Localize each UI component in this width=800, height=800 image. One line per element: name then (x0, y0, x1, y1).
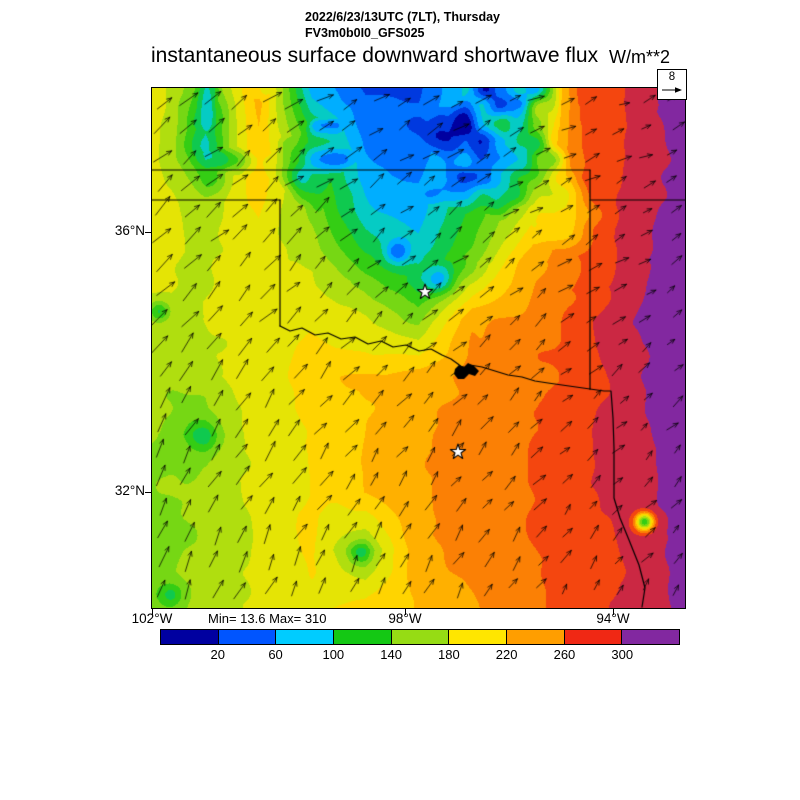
colorbar-segment (563, 629, 623, 645)
map-frame (151, 87, 686, 609)
units-label: W/m**2 (609, 47, 671, 67)
lon-axis-label: 94°W (596, 611, 630, 626)
minmax-label: Min= 13.6 Max= 310 (208, 611, 327, 626)
colorbar-tick-label: 220 (495, 647, 518, 662)
plot-title: instantaneous surface downward shortwave… (151, 44, 599, 67)
reference-vector-box: 8 (657, 69, 687, 100)
lon-tick (613, 609, 614, 615)
valid-time-label: 2022/6/23/13UTC (7LT), Thursday (305, 10, 500, 24)
colorbar-segment (390, 629, 450, 645)
lon-axis-label: 98°W (388, 611, 422, 626)
lat-axis-label: 32°N (114, 483, 145, 498)
colorbar-tick-label: 260 (553, 647, 576, 662)
colorbar-ticks: 20 60 100 140 180 220 260 300 (160, 647, 680, 663)
lon-tick (405, 609, 406, 615)
colorbar-tick-label: 20 (210, 647, 225, 662)
colorbar-tick-label: 180 (438, 647, 460, 662)
colorbar-tick-label: 100 (322, 647, 345, 662)
colorbar (160, 629, 681, 645)
colorbar-tick-label: 300 (611, 647, 634, 662)
colorbar-segment (506, 629, 565, 645)
colorbar-segment (621, 629, 681, 645)
map-canvas (152, 88, 685, 608)
colorbar-segment (275, 629, 335, 645)
colorbar-segment (160, 629, 219, 645)
model-label: FV3m0b0I0_GFS025 (305, 26, 425, 40)
lat-axis-label: 36°N (114, 223, 145, 238)
reference-vector-value: 8 (668, 71, 676, 83)
lon-axis-label: 102°W (131, 611, 173, 626)
colorbar-tick-label: 140 (380, 647, 402, 662)
lon-tick (152, 609, 153, 615)
colorbar-segment (448, 629, 508, 645)
colorbar-tick-label: 60 (268, 647, 283, 662)
colorbar-segment (333, 629, 392, 645)
reference-vector-arrow-icon (662, 87, 682, 93)
colorbar-segment (217, 629, 277, 645)
